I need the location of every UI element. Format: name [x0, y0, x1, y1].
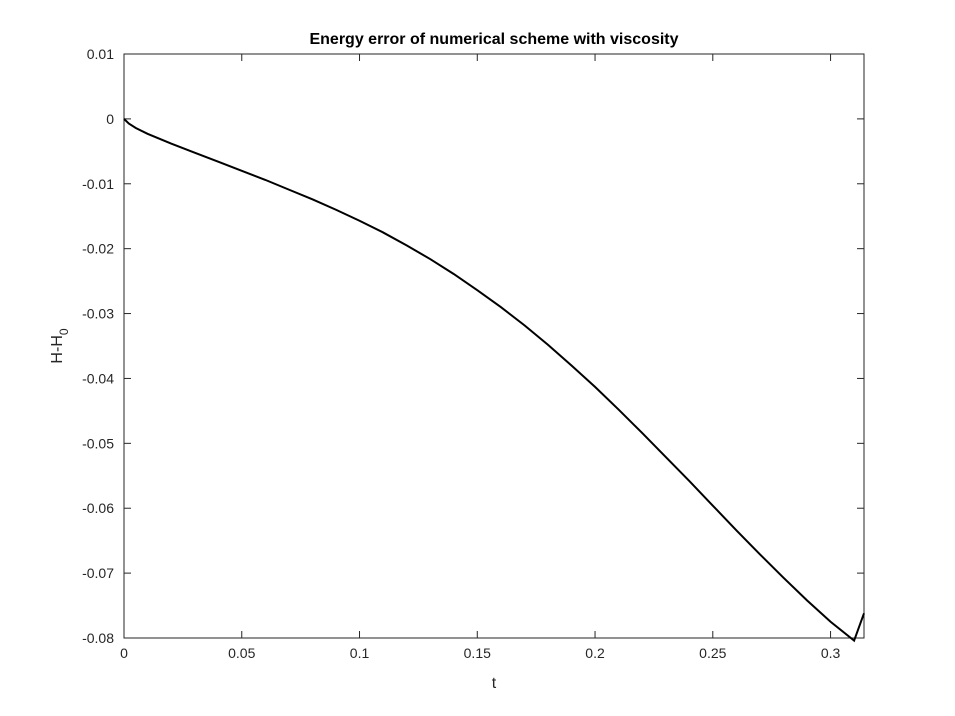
x-tick-label: 0.25	[699, 645, 726, 661]
x-tick-label: 0.15	[464, 645, 491, 661]
x-tick-labels: 0 0.05 0.1 0.15 0.2 0.25 0.3	[120, 645, 840, 661]
y-tick-label: 0	[106, 111, 114, 127]
y-tick-label: -0.02	[82, 241, 114, 257]
y-tick-label: -0.03	[82, 306, 114, 322]
x-axis-label: t	[492, 675, 497, 692]
y-tick-label: -0.01	[82, 176, 114, 192]
y-axis-label: H-H0	[49, 328, 71, 363]
y-tick-label: -0.06	[82, 500, 114, 516]
y-tick-label: -0.07	[82, 565, 114, 581]
y-tick-label: -0.04	[82, 370, 114, 386]
y-tick-labels: 0.01 0 -0.01 -0.02 -0.03 -0.04 -0.05 -0.06 -0.07…	[82, 46, 114, 646]
axes-box	[123, 53, 865, 639]
y-tick-label: -0.05	[82, 435, 114, 451]
x-tick-label: 0.2	[585, 645, 605, 661]
y-tick-label: 0.01	[87, 46, 114, 62]
plot-area	[124, 54, 864, 638]
x-tick-label: 0.3	[821, 645, 841, 661]
y-axis-label-main: H-H	[49, 335, 66, 363]
chart-title: Energy error of numerical scheme with vi…	[309, 31, 678, 48]
series-line	[123, 118, 865, 643]
x-tick-label: 0.05	[228, 645, 255, 661]
axis-ticks	[123, 53, 864, 639]
x-tick-label: 0	[120, 645, 128, 661]
y-tick-label: -0.08	[82, 630, 114, 646]
x-tick-label: 0.1	[350, 645, 370, 661]
y-axis-label-subscript: 0	[57, 328, 71, 335]
